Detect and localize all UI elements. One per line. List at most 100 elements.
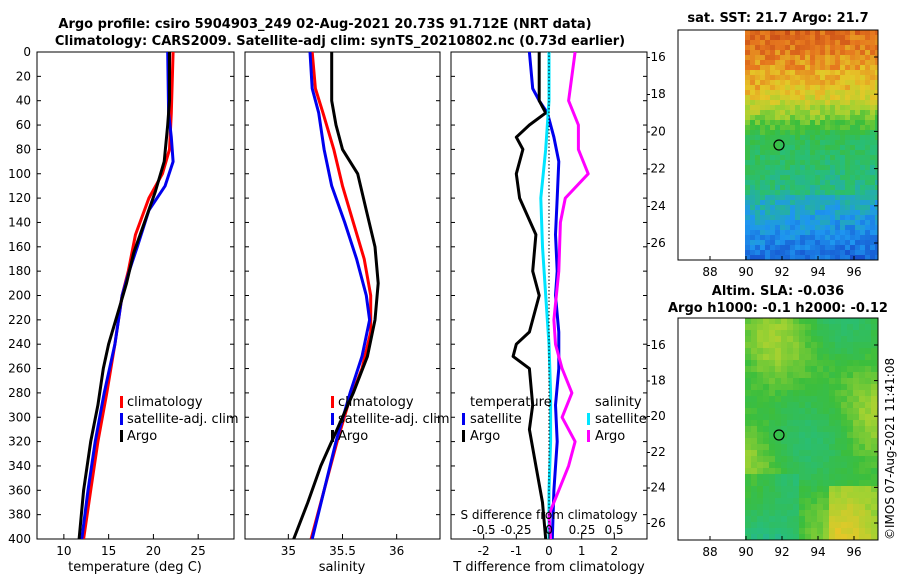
legend-swatch-sal-satellite (587, 413, 590, 425)
heatmap-cell (770, 190, 776, 196)
heatmap-cell (787, 474, 794, 481)
heatmap-cell (841, 402, 848, 409)
heatmap-cell (865, 130, 871, 136)
heatmap-cell (870, 70, 876, 76)
heatmap-cell (871, 378, 878, 385)
map-lon-tick-label: 94 (810, 545, 825, 559)
heatmap-cell (781, 426, 788, 433)
heatmap-cell (835, 175, 841, 181)
heatmap-cell (835, 462, 842, 469)
heatmap-cell (799, 516, 806, 523)
heatmap-cell (840, 85, 846, 91)
heatmap-cell (860, 45, 866, 51)
heatmap-cell (841, 498, 848, 505)
heatmap-cell (853, 516, 860, 523)
heatmap-cell (811, 366, 818, 373)
heatmap-cell (840, 155, 846, 161)
heatmap-cell (770, 165, 776, 171)
heatmap-cell (781, 444, 788, 451)
heatmap-cell (865, 75, 871, 81)
heatmap-cell (751, 534, 758, 540)
heatmap-cell (853, 492, 860, 499)
heatmap-cell (875, 115, 878, 121)
legend-swatch-temp-satellite (462, 413, 465, 425)
heatmap-cell (847, 492, 854, 499)
heatmap-cell (790, 60, 796, 66)
heatmap-cell (785, 95, 791, 101)
heatmap-cell (775, 534, 782, 540)
heatmap-cell (840, 145, 846, 151)
heatmap-cell (755, 125, 761, 131)
heatmap-cell (785, 240, 791, 246)
heatmap-cell (799, 492, 806, 499)
heatmap-cell (770, 220, 776, 226)
heatmap-cell (815, 30, 821, 36)
heatmap-cell (835, 348, 842, 355)
heatmap-cell (810, 70, 816, 76)
heatmap-cell (875, 55, 878, 61)
heatmap-cell (805, 70, 811, 76)
heatmap-cell (775, 420, 782, 427)
heatmap-cell (835, 160, 841, 166)
heatmap-cell (800, 185, 806, 191)
heatmap-cell (775, 115, 781, 121)
heatmap-cell (810, 130, 816, 136)
legend-label-climatology: climatology (338, 395, 414, 410)
heatmap-cell (841, 516, 848, 523)
heatmap-cell (795, 255, 801, 260)
heatmap-cell (865, 480, 872, 487)
heatmap-cell (780, 55, 786, 61)
heatmap-cell (853, 444, 860, 451)
heatmap-cell (765, 35, 771, 41)
heatmap-cell (850, 210, 856, 216)
heatmap-cell (787, 348, 794, 355)
heatmap-cell (785, 190, 791, 196)
heatmap-cell (875, 65, 878, 71)
heatmap-cell (840, 210, 846, 216)
heatmap-cell (845, 115, 851, 121)
heatmap-cell (765, 50, 771, 56)
heatmap-cell (830, 95, 836, 101)
heatmap-cell (775, 230, 781, 236)
heatmap-cell (757, 480, 764, 487)
heatmap-cell (800, 105, 806, 111)
heatmap-cell (769, 450, 776, 457)
heatmap-cell (853, 522, 860, 529)
heatmap-cell (805, 486, 812, 493)
heatmap-cell (790, 250, 796, 256)
heatmap-cell (865, 396, 872, 403)
x-tick-label: 25 (191, 544, 206, 558)
heatmap-cell (835, 396, 842, 403)
heatmap-cell (835, 360, 842, 367)
heatmap-cell (810, 90, 816, 96)
heatmap-cell (815, 155, 821, 161)
heatmap-cell (799, 498, 806, 505)
depth-tick-label: 0 (23, 45, 31, 59)
heatmap-cell (840, 120, 846, 126)
heatmap-cell (840, 185, 846, 191)
heatmap-cell (745, 408, 752, 415)
heatmap-cell (781, 408, 788, 415)
heatmap-cell (840, 160, 846, 166)
heatmap-cell (835, 324, 842, 331)
heatmap-cell (799, 474, 806, 481)
heatmap-cell (865, 100, 871, 106)
heatmap-cell (770, 240, 776, 246)
heatmap-cell (787, 330, 794, 337)
heatmap-cell (829, 420, 836, 427)
heatmap-cell (790, 65, 796, 71)
heatmap-cell (765, 45, 771, 51)
map-lat-tick-label: -16 (646, 338, 666, 352)
heatmap-cell (810, 45, 816, 51)
heatmap-cell (770, 195, 776, 201)
heatmap-cell (855, 185, 861, 191)
heatmap-cell (865, 324, 872, 331)
heatmap-cell (750, 165, 756, 171)
heatmap-cell (770, 65, 776, 71)
heatmap-cell (781, 492, 788, 499)
heatmap-cell (805, 230, 811, 236)
heatmap-cell (795, 215, 801, 221)
heatmap-cell (870, 205, 876, 211)
heatmap-cell (800, 60, 806, 66)
heatmap-cell (760, 185, 766, 191)
